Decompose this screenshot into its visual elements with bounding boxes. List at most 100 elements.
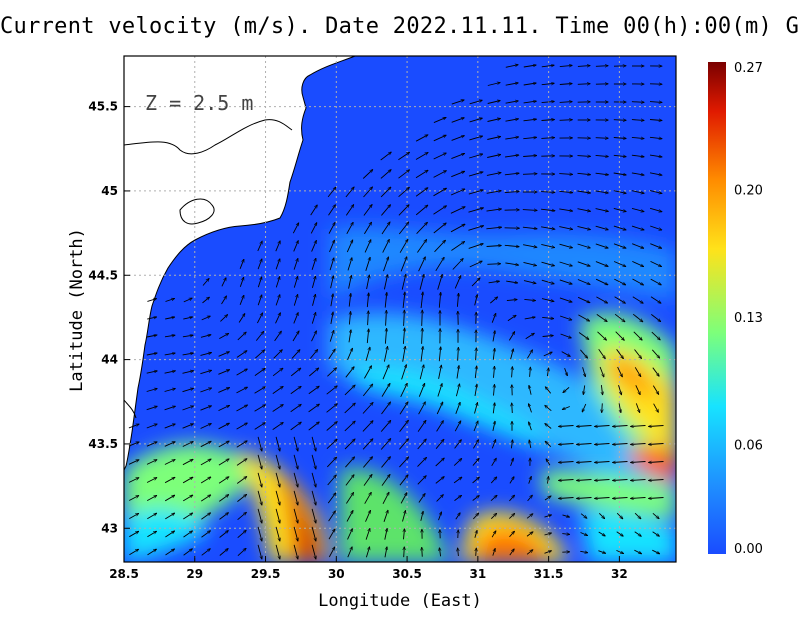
- velocity-arrow: [257, 436, 262, 451]
- velocity-arrow: [128, 460, 139, 465]
- velocity-arrow: [182, 424, 194, 429]
- velocity-arrow: [559, 191, 572, 192]
- velocity-arrow: [311, 312, 315, 324]
- velocity-arrow: [182, 353, 194, 356]
- velocity-arrow: [272, 422, 284, 430]
- x-tick-label: 30: [328, 567, 345, 581]
- velocity-arrow: [613, 462, 628, 463]
- velocity-arrow: [399, 475, 408, 486]
- velocity-arrow: [345, 475, 354, 486]
- velocity-arrow: [529, 422, 532, 431]
- velocity-arrow: [582, 403, 587, 412]
- velocity-arrow: [402, 292, 405, 308]
- x-tick-label: 31: [469, 567, 486, 581]
- velocity-arrow: [631, 102, 644, 103]
- velocity-arrow: [649, 102, 662, 103]
- velocity-arrow: [275, 454, 280, 469]
- velocity-arrow: [293, 294, 297, 306]
- velocity-arrow: [182, 477, 193, 484]
- velocity-arrow: [344, 385, 355, 396]
- x-axis-ticks: 28.5 29 29.5 30 30.5 31 31.5 32: [109, 556, 628, 581]
- velocity-arrow: [649, 444, 664, 445]
- colorbar-tick-label: 0.27: [734, 61, 763, 76]
- velocity-arrow: [364, 366, 371, 379]
- velocity-arrow: [200, 424, 212, 429]
- velocity-arrow: [219, 513, 229, 520]
- velocity-arrow: [308, 404, 320, 413]
- velocity-arrow: [346, 240, 352, 253]
- velocity-arrow: [632, 278, 644, 285]
- velocity-arrow: [523, 244, 537, 248]
- velocity-arrow: [435, 257, 444, 272]
- velocity-arrow: [541, 298, 554, 302]
- velocity-arrow: [577, 480, 592, 481]
- velocity-arrow: [146, 478, 157, 483]
- velocity-arrow: [275, 490, 280, 505]
- velocity-arrow: [383, 275, 387, 290]
- velocity-arrow: [619, 403, 621, 412]
- velocity-arrow: [382, 239, 390, 253]
- velocity-arrow: [631, 498, 646, 499]
- velocity-arrow: [401, 365, 407, 380]
- velocity-arrow: [433, 223, 446, 234]
- velocity-arrow: [380, 152, 392, 161]
- velocity-arrow: [580, 513, 587, 519]
- velocity-arrow: [616, 531, 624, 536]
- velocity-arrow: [577, 225, 591, 229]
- colorbar-ticks: 0.27 0.20 0.13 0.06 0.00: [734, 61, 763, 557]
- velocity-arrow: [330, 312, 333, 325]
- velocity-arrow: [595, 243, 608, 248]
- velocity-arrow: [386, 310, 387, 326]
- velocity-arrow: [200, 495, 211, 502]
- velocity-arrow: [366, 275, 370, 290]
- velocity-arrow: [492, 421, 495, 431]
- velocity-arrow: [544, 496, 551, 501]
- velocity-arrow: [577, 296, 590, 302]
- velocity-arrow: [346, 222, 353, 235]
- velocity-arrow: [365, 510, 371, 522]
- velocity-arrow: [522, 227, 537, 229]
- velocity-arrow: [649, 137, 662, 138]
- velocity-arrow: [164, 495, 175, 502]
- velocity-arrow: [164, 424, 176, 429]
- velocity-arrow: [473, 421, 478, 432]
- velocity-arrow: [419, 365, 424, 380]
- y-tick-label: 45: [101, 184, 118, 198]
- velocity-arrow: [146, 335, 157, 338]
- velocity-arrow: [400, 383, 408, 397]
- velocity-arrow: [652, 385, 658, 395]
- velocity-arrow: [275, 508, 280, 523]
- velocity-arrow: [384, 547, 387, 558]
- velocity-arrow: [417, 420, 426, 432]
- velocity-arrow: [182, 371, 194, 374]
- velocity-arrow: [311, 472, 316, 487]
- velocity-arrow: [473, 440, 478, 449]
- velocity-arrow: [598, 550, 605, 554]
- velocity-arrow: [236, 477, 247, 484]
- velocity-arrow: [616, 349, 624, 358]
- plot-frame: [123, 55, 677, 563]
- velocity-arrow: [182, 406, 194, 411]
- velocity-arrow: [595, 208, 609, 212]
- velocity-arrow: [364, 240, 371, 253]
- velocity-arrow: [491, 531, 496, 538]
- velocity-arrow: [487, 101, 501, 104]
- velocity-arrow: [385, 328, 386, 344]
- velocity-arrow: [128, 478, 139, 483]
- velocity-arrow: [236, 387, 248, 394]
- velocity-arrow: [596, 296, 607, 303]
- velocity-arrow: [598, 349, 606, 358]
- velocity-arrow: [239, 277, 243, 287]
- velocity-arrow: [398, 222, 408, 235]
- velocity-arrow: [456, 366, 459, 379]
- velocity-arrow: [365, 347, 370, 362]
- velocity-arrow: [631, 120, 644, 121]
- velocity-arrow: [613, 155, 626, 156]
- velocity-arrow: [580, 349, 587, 358]
- velocity-arrow: [236, 423, 248, 430]
- velocity-arrow: [326, 404, 338, 413]
- velocity-arrow: [238, 314, 245, 323]
- velocity-arrow: [415, 205, 428, 216]
- velocity-arrow: [509, 477, 514, 484]
- velocity-arrow: [541, 209, 555, 211]
